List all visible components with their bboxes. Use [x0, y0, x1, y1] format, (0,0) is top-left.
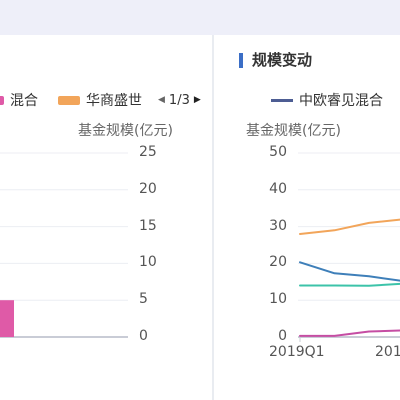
right-chart-title: 规模变动	[252, 51, 313, 69]
left-bar-chart	[0, 152, 128, 338]
right-y-tick-label: 10	[269, 291, 287, 308]
right-series-line[interactable]	[299, 261, 400, 283]
right-y-tick-label: 30	[269, 217, 287, 234]
right-series-line[interactable]	[299, 329, 400, 337]
left-y-tick-label: 25	[139, 144, 157, 160]
right-chart-panel: 规模变动 中欧睿见混合 基金规模(亿元) 50 40 30 20 10 0 2019Q1 20…	[214, 35, 400, 400]
triangle-left-icon[interactable]: ◀	[158, 95, 165, 105]
left-legend: 混合 华商盛世 ◀ 1/3 ▶	[0, 89, 205, 111]
right-y-tick-label: 50	[269, 144, 287, 160]
right-y-tick-label: 0	[278, 328, 287, 344]
panel-divider	[212, 35, 214, 400]
right-y-tick-label: 20	[269, 254, 287, 271]
right-x-tick-label: 2019Q1	[269, 344, 325, 360]
legend-swatch-1	[58, 95, 80, 105]
right-series-line[interactable]	[299, 280, 400, 287]
right-line-chart	[298, 152, 400, 342]
triangle-right-icon[interactable]: ▶	[193, 95, 201, 105]
right-legend-label-0[interactable]: 中欧睿见混合	[299, 93, 383, 109]
legend-label-1[interactable]: 华商盛世	[86, 93, 142, 109]
left-y-tick-label: 20	[139, 180, 157, 197]
left-y-tick-label: 10	[139, 254, 157, 271]
left-y-tick-label: 0	[139, 328, 148, 344]
pager-text: 1/3	[168, 92, 190, 108]
legend-label-0[interactable]: 混合	[10, 93, 38, 109]
right-y-tick-label: 40	[269, 180, 287, 197]
legend-pager: ◀ 1/3 ▶	[154, 93, 205, 108]
left-y-tick-label: 15	[139, 217, 157, 234]
left-bar[interactable]	[0, 300, 14, 337]
left-y-axis-label: 基金规模(亿元)	[78, 123, 173, 139]
top-band	[0, 0, 400, 35]
legend-swatch-0	[0, 95, 4, 105]
right-x-tick-label: 201	[375, 344, 400, 360]
left-y-tick-label: 5	[139, 291, 148, 308]
right-legend: 中欧睿见混合	[271, 89, 383, 111]
title-accent-bar	[239, 53, 243, 68]
right-y-axis-label: 基金规模(亿元)	[246, 123, 341, 139]
left-chart-panel: 混合 华商盛世 ◀ 1/3 ▶ 基金规模(亿元) 25 20 15 10 5 0	[0, 35, 212, 400]
legend-swatch-line-0	[271, 98, 293, 102]
right-series-line[interactable]	[299, 216, 400, 235]
